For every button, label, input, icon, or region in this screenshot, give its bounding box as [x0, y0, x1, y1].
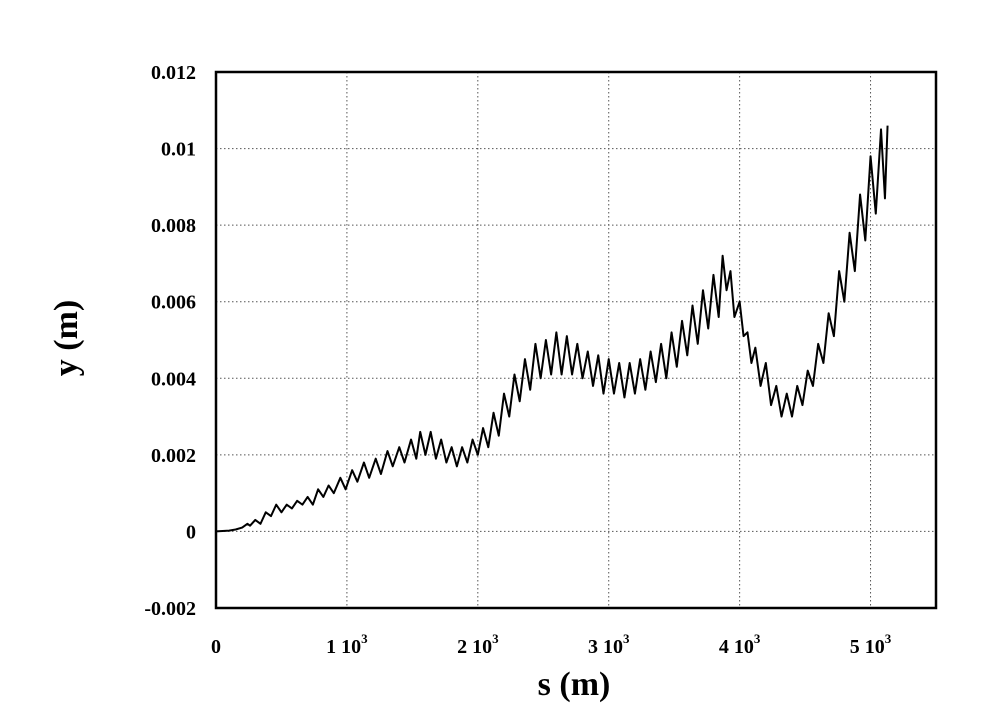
y-tick-label-2: 0.002: [151, 445, 196, 467]
y-tick-label-5: 0.008: [151, 215, 196, 237]
x-axis-title: s (m): [538, 666, 611, 703]
plot-frame: [214, 70, 938, 610]
y-tick-label-3: 0.004: [151, 368, 196, 390]
series-group: [215, 125, 889, 533]
y-tick-label-4: 0.006: [151, 292, 196, 314]
y-tick-label-0: -0.002: [144, 598, 196, 620]
series-line-0: [215, 125, 889, 533]
y-tick-label-1: 0: [186, 521, 196, 543]
grid-lines: [216, 72, 936, 608]
y-tick-label-7: 0.012: [151, 62, 196, 84]
x-tick-labels: 0 1 103 2 103 3 103 4 103 5 103: [211, 631, 892, 658]
x-tick-label-2: 2 103: [457, 631, 499, 658]
y-axis-title: y (m): [48, 300, 85, 376]
x-tick-label-3: 3 103: [588, 631, 630, 658]
x-tick-label-0: 0: [211, 636, 221, 658]
y-tick-label-6: 0.01: [161, 139, 196, 161]
x-tick-label-5: 5 103: [850, 631, 892, 658]
x-tick-label-1: 1 103: [326, 631, 368, 658]
x-tick-label-4: 4 103: [719, 631, 761, 658]
y-tick-labels: -0.002 0 0.002 0.004 0.006 0.008 0.01 0.012: [144, 62, 196, 620]
